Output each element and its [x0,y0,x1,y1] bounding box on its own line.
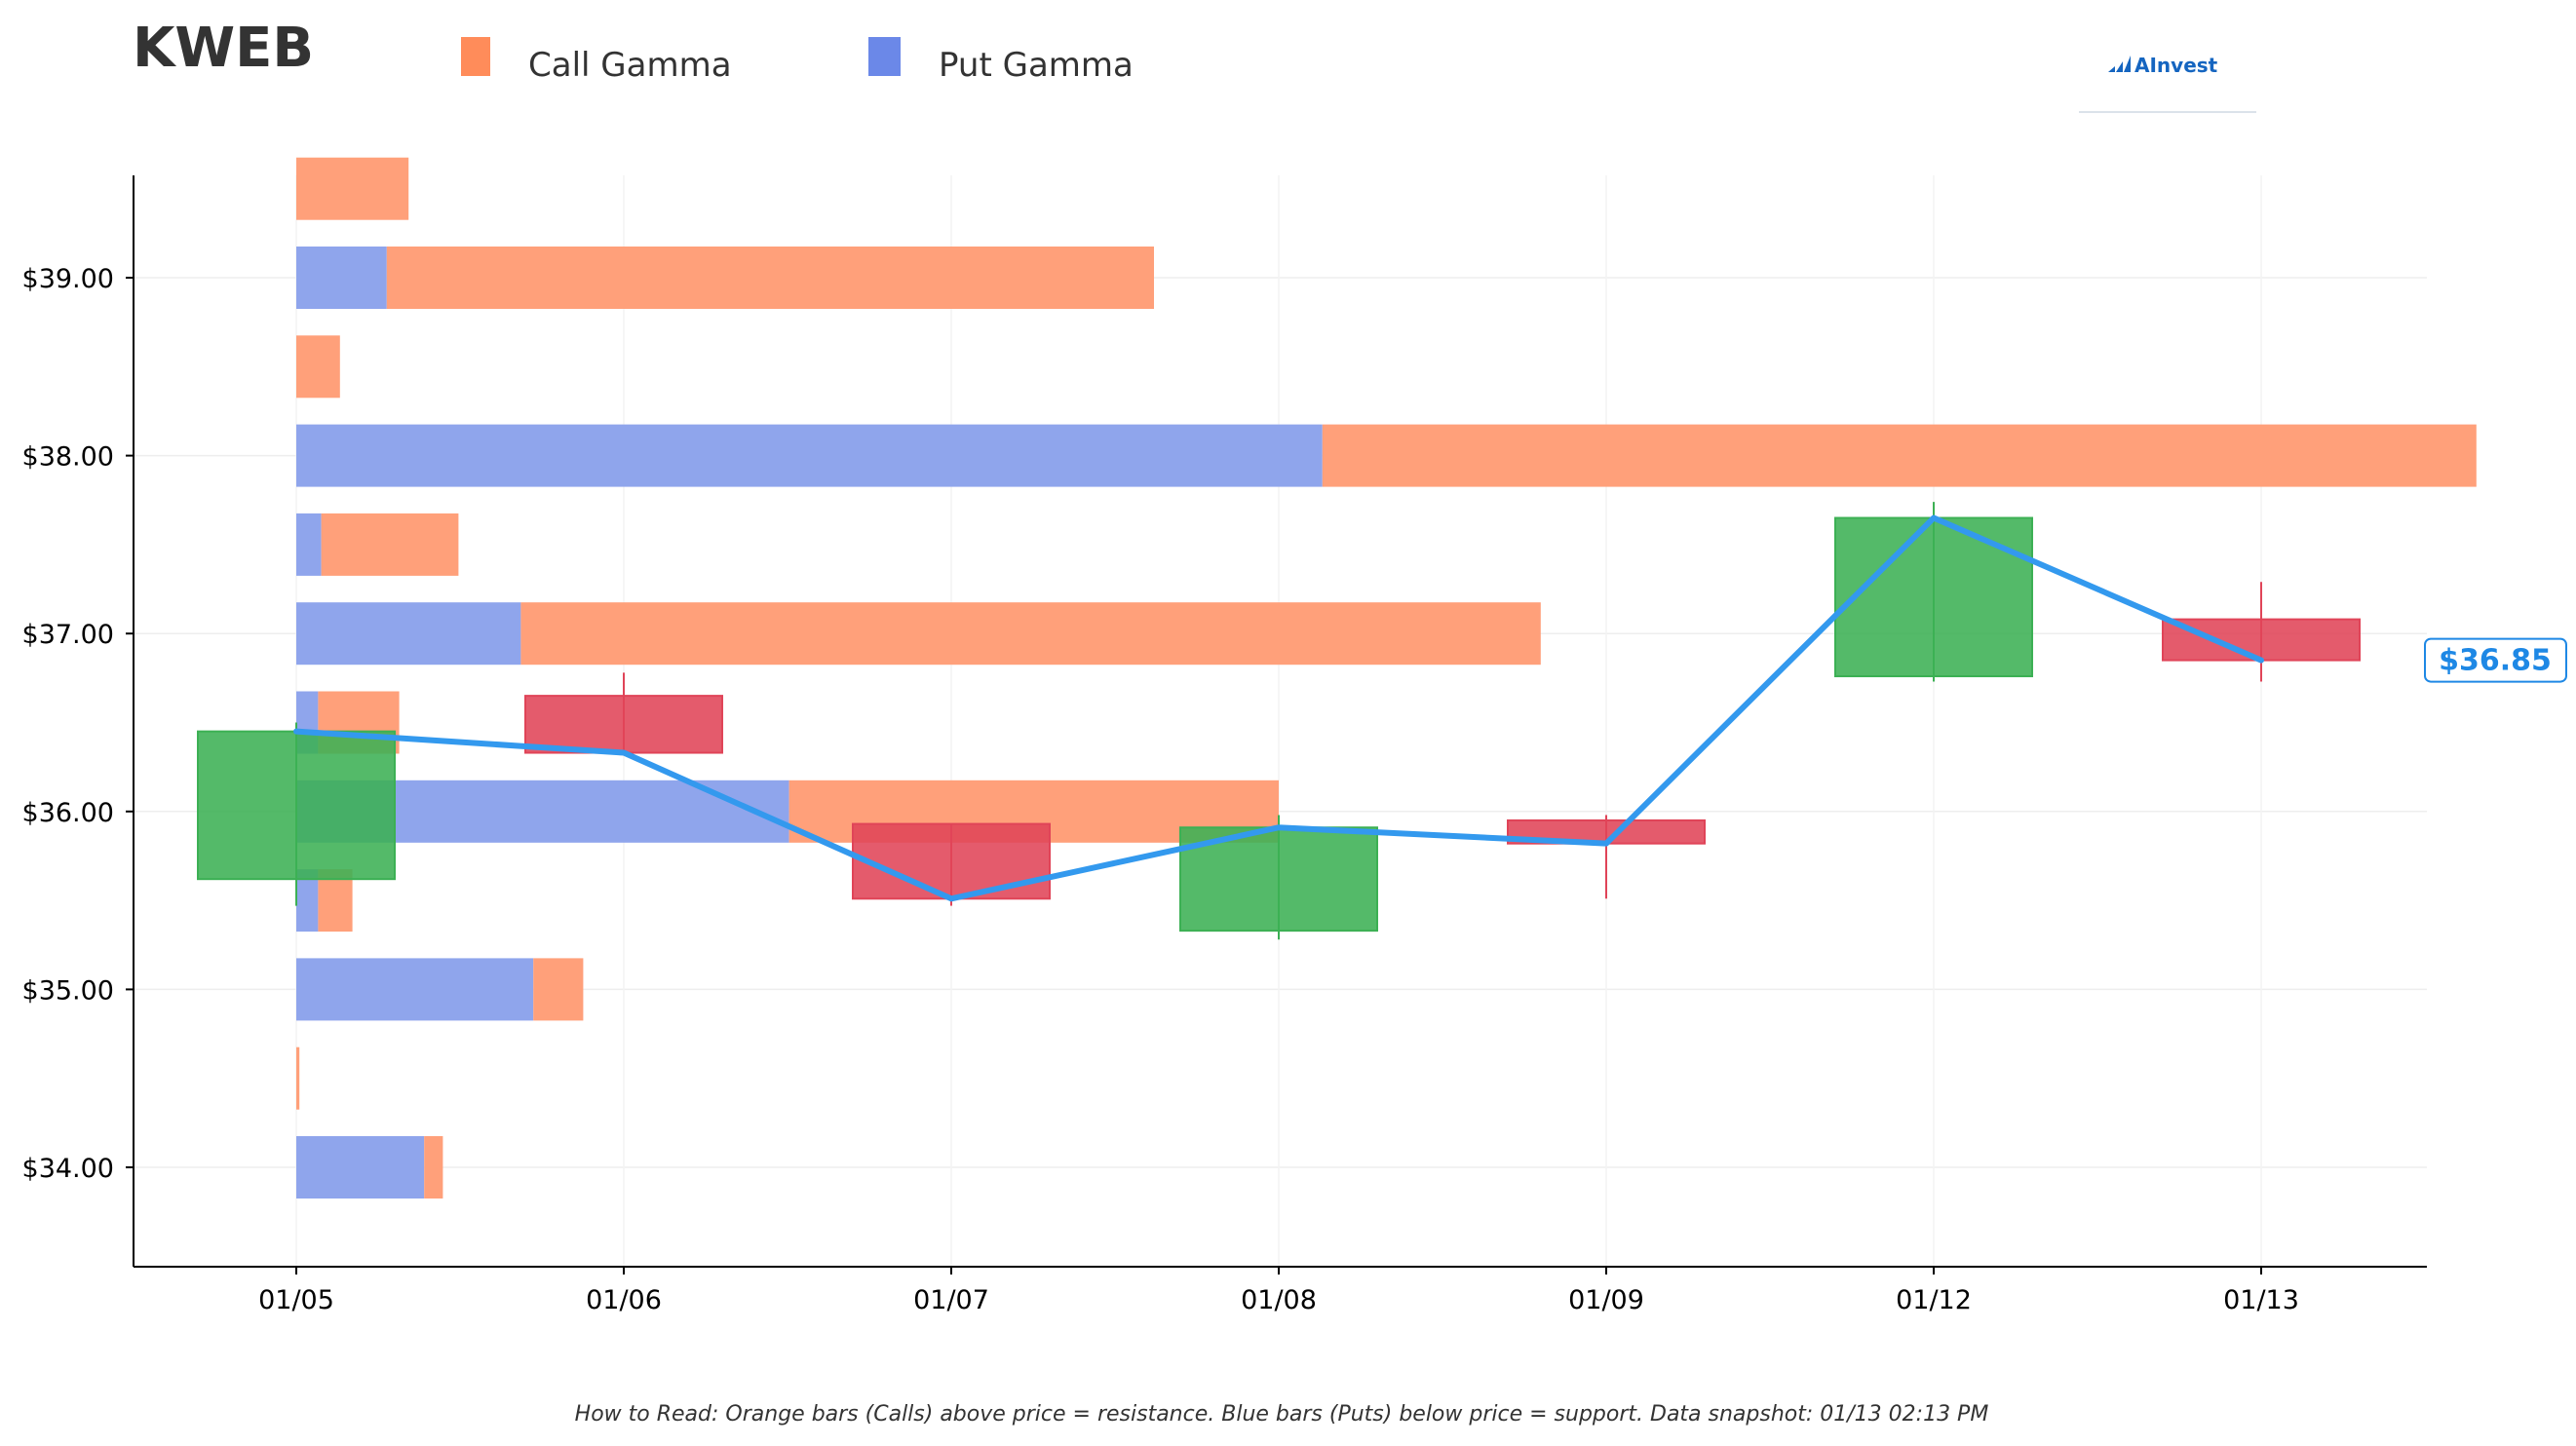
x-tick-label: 01/09 [1568,1285,1644,1315]
put-gamma-bar [296,602,521,666]
call-gamma-bar [321,513,459,576]
y-axis-ticks: $34.00 $35.00 $36.00 $37.00 $38.00 $39.00 [22,264,134,1184]
put-gamma-bar [296,247,387,309]
put-gamma-bar [296,958,534,1021]
put-gamma-legend-swatch [868,37,901,76]
y-tick-label: $38.00 [22,442,114,473]
candle-body-up [1834,516,2033,678]
put-gamma-legend-label: Put Gamma [939,46,1134,85]
call-gamma-bar [296,157,409,220]
grid [134,175,2427,1267]
put-gamma-bar [296,424,1323,487]
axes [133,175,2427,1268]
candle-body-down [524,695,723,754]
call-gamma-bar [386,247,1154,309]
call-gamma-bar [296,335,340,399]
call-gamma-bar [533,958,584,1021]
call-gamma-bar [424,1136,443,1199]
last-price-label: $36.85 [2439,644,2552,678]
bar-chart-logo-icon [2108,56,2131,72]
x-tick-label: 01/06 [586,1285,662,1315]
put-gamma-bar [296,869,319,932]
x-tick-label: 01/05 [258,1285,334,1315]
y-tick-label: $35.00 [22,975,114,1006]
call-gamma-bar [1322,424,2477,487]
close-price-line [293,514,2264,902]
put-gamma-bar [296,513,322,576]
logo-text: AInvest [2134,54,2218,77]
call-gamma-bar [520,602,1541,666]
y-tick-label: $37.00 [22,620,114,650]
x-axis-ticks: 01/05 01/06 01/07 01/08 01/09 01/12 01/13 [258,1267,2299,1315]
x-tick-label: 01/13 [2223,1285,2299,1315]
ainvest-logo: AInvest [2079,54,2256,113]
last-price-tag: $36.85 [2424,637,2567,683]
y-tick-label: $36.00 [22,798,114,828]
candle-body-up [197,730,396,881]
call-gamma-legend-swatch [461,37,490,76]
candle-body-down [2162,618,2361,662]
how-to-read-footnote: How to Read: Orange bars (Calls) above p… [575,1402,1989,1427]
candle-body-down [852,822,1051,900]
put-gamma-bar [296,1136,425,1199]
call-gamma-legend-label: Call Gamma [528,46,732,85]
x-tick-label: 01/08 [1241,1285,1317,1315]
chart-title: KWEB [133,17,314,80]
x-tick-label: 01/12 [1896,1285,1972,1315]
y-tick-label: $34.00 [22,1154,114,1184]
x-tick-label: 01/07 [913,1285,989,1315]
call-gamma-bar [296,1046,300,1110]
close-line-path [293,514,2264,902]
y-tick-label: $39.00 [22,264,114,294]
